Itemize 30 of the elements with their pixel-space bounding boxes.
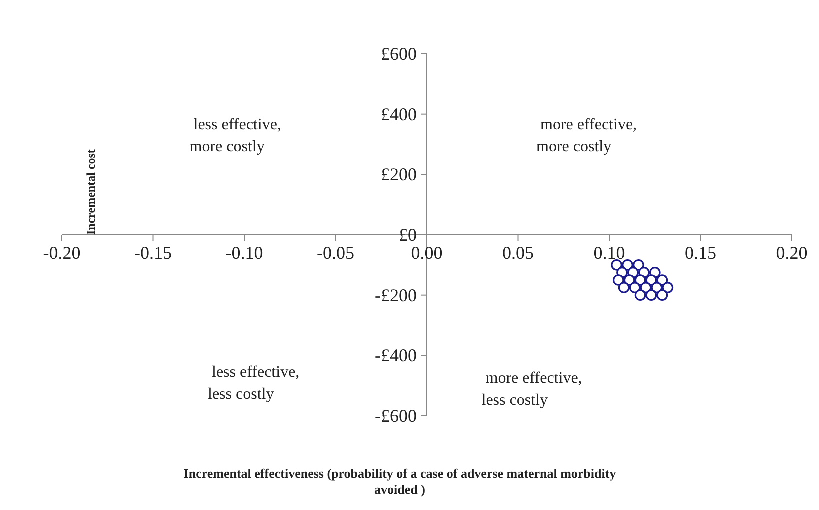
y-tick-label: -£600 [375,406,417,426]
y-axis-title: Incremental cost [84,150,98,235]
y-tick-label: -£400 [375,346,417,366]
annotation: more effective, more costly [536,116,638,156]
y-tick-label: £200 [381,164,417,185]
y-tick-label: £600 [381,44,417,64]
x-tick-label: -0.05 [317,243,354,263]
x-tick-label: -0.15 [134,243,172,263]
x-tick-label: 0.05 [502,243,534,263]
point [634,290,646,302]
point [656,290,668,302]
y-tick-label: £400 [381,104,417,124]
x-tick-label: 0.10 [594,243,626,263]
annotation: more effective, less costly [482,370,582,409]
point [612,274,624,286]
annotation: less effective, more costly [190,116,282,156]
y-tick-label: £0 [399,225,417,245]
x-tick-label: 0.00 [411,243,443,263]
x-tick-label: 0.20 [776,243,808,263]
point [618,282,630,294]
point [662,282,674,294]
x-axis-title: Incremental effectiveness (probability of a case of adverse maternal morbidity avoided ) [184,466,617,497]
x-tick-label: -0.10 [226,243,264,263]
x-tick-label: -0.20 [43,243,81,263]
y-tick-label: -£200 [375,285,417,306]
point [646,290,658,302]
point [629,282,641,294]
x-tick-label: 0.15 [685,243,716,263]
point [611,259,622,271]
annotation: less effective, less costly [208,364,300,403]
